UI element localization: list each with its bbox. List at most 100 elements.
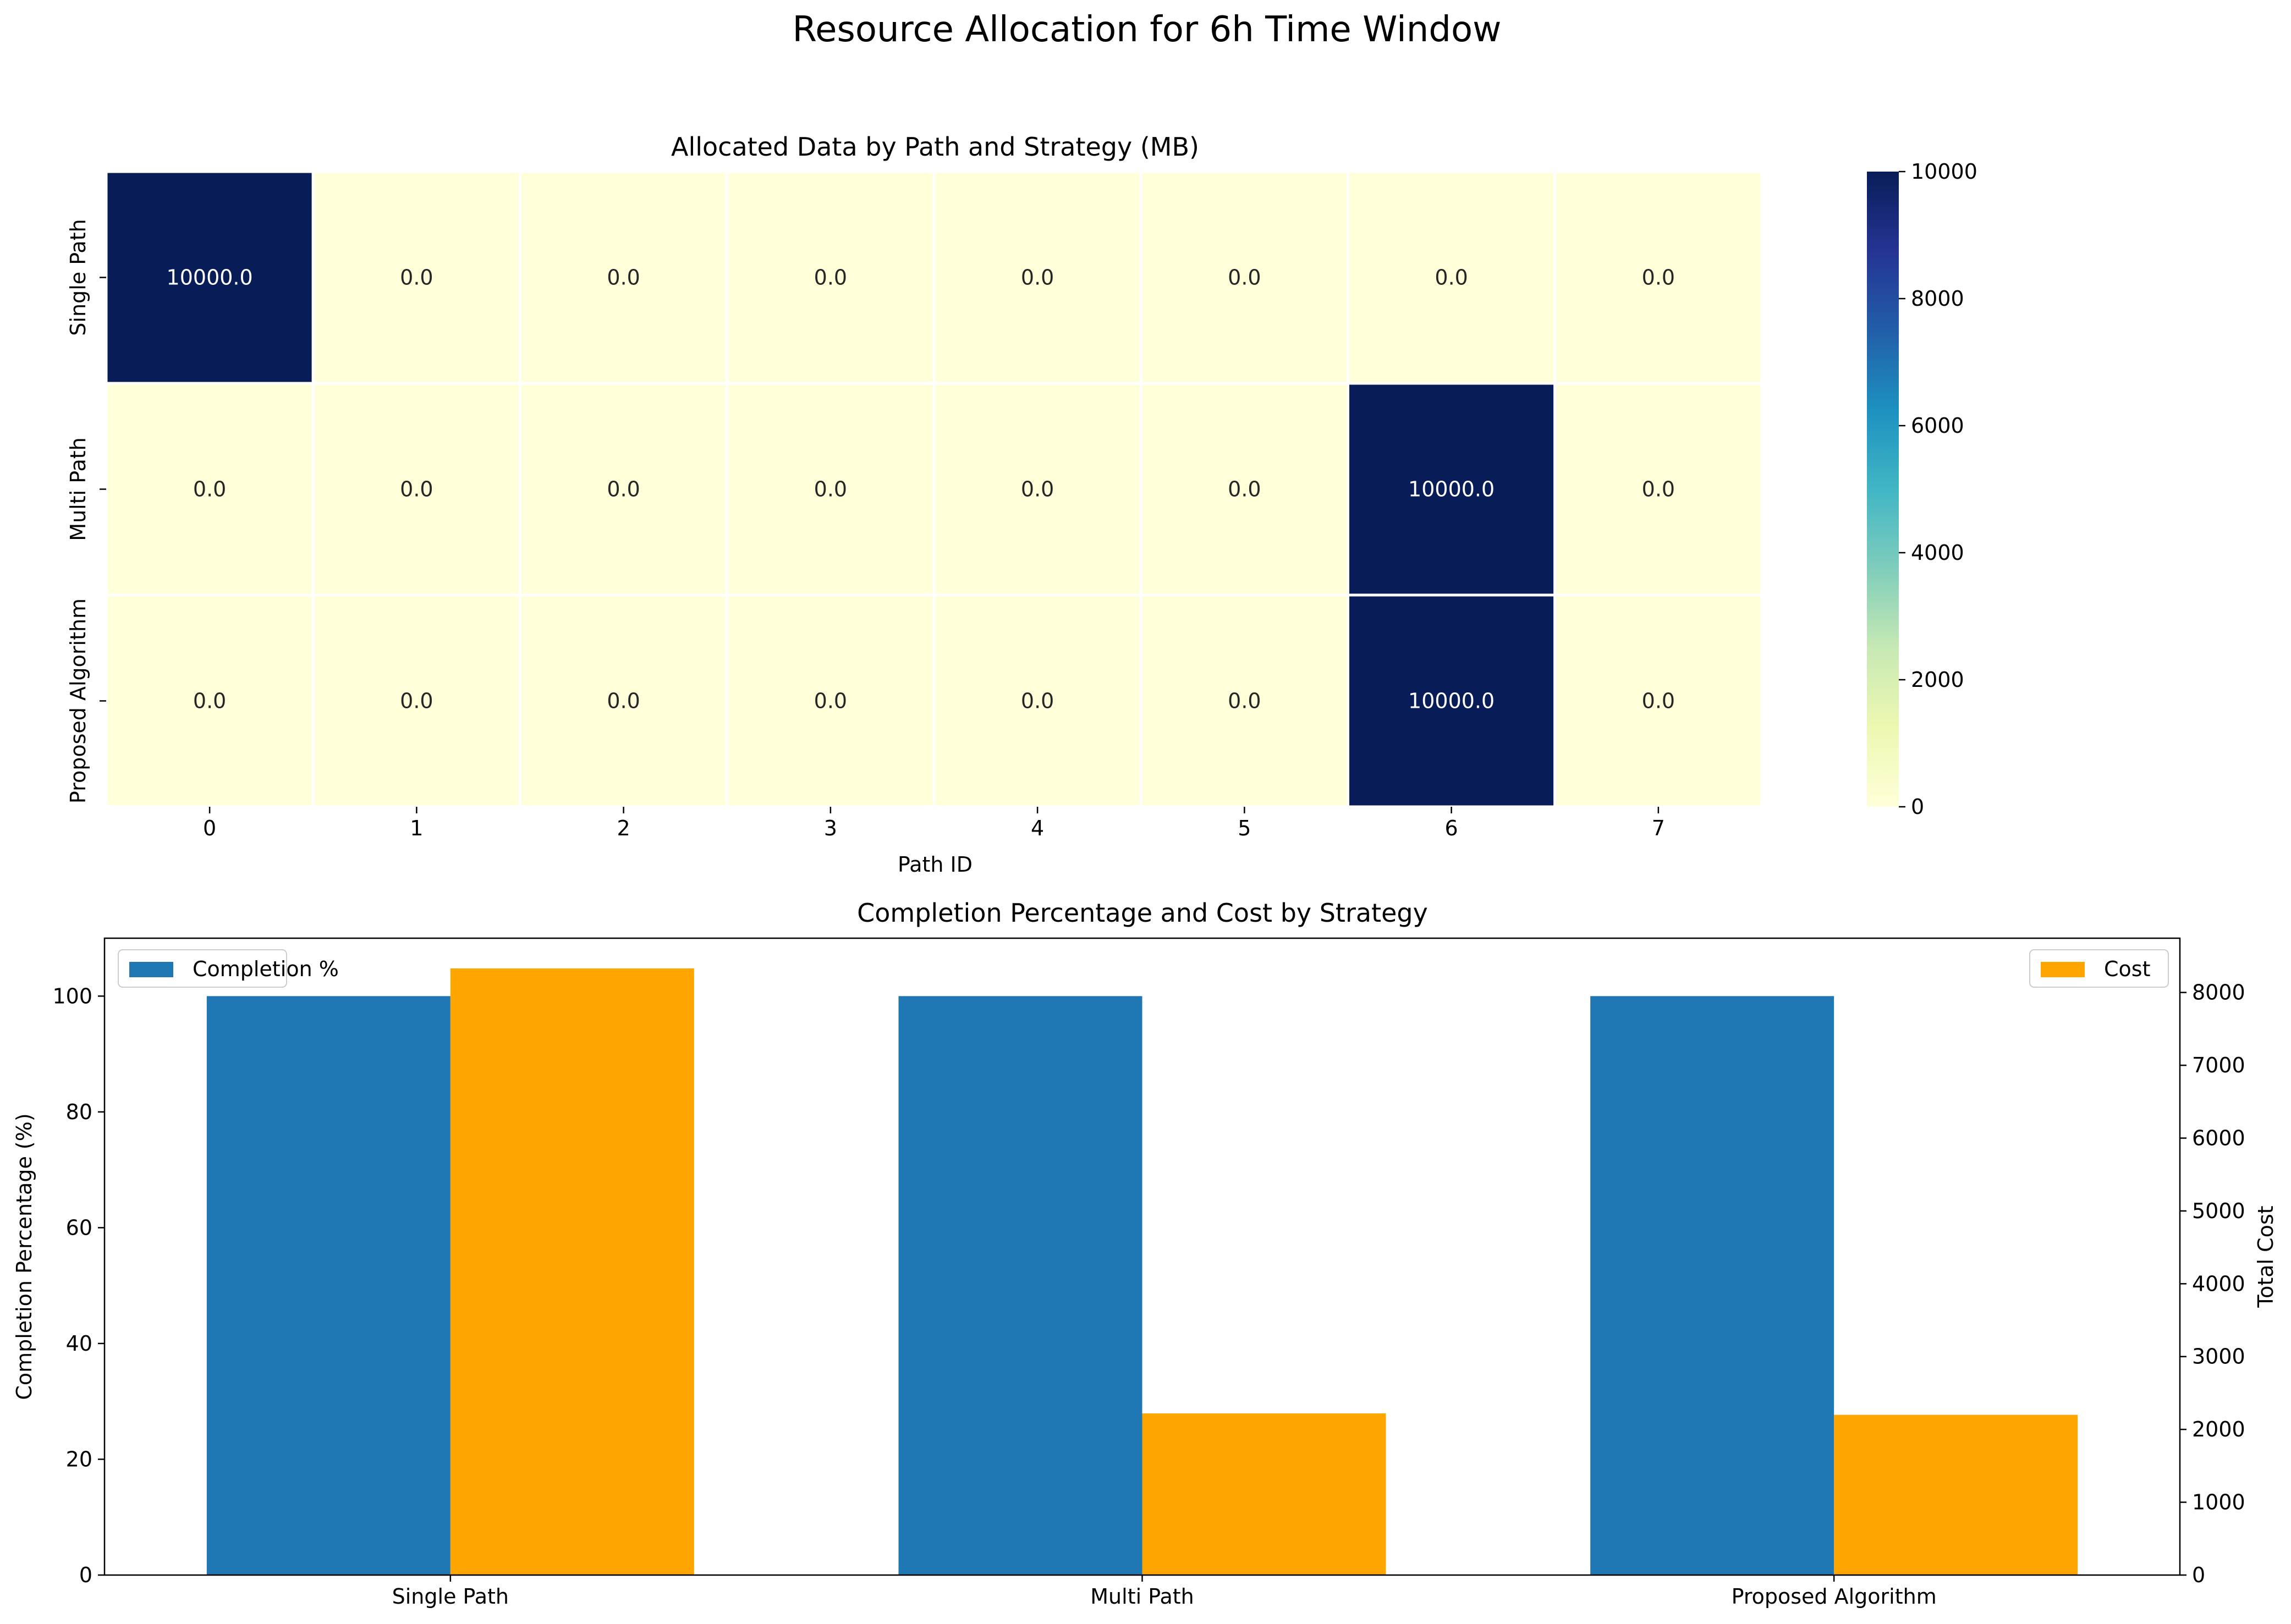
heatmap-annotation-r1-c4: 0.0 <box>1021 477 1054 502</box>
bar-right-y-tick-1000: 1000 <box>2192 1490 2245 1515</box>
bar-right-y-tick-8000: 8000 <box>2192 981 2245 1005</box>
colorbar-tick-10000: 10000 <box>1911 159 1977 184</box>
heatmap-y-ticks: Single Path Multi Path Proposed Algorithm <box>66 219 106 803</box>
heatmap-annotation-r2-c7: 0.0 <box>1642 689 1675 713</box>
bar-chart-title: Completion Percentage and Cost by Strate… <box>857 898 1428 928</box>
heatmap-annotation-r1-c6: 10000.0 <box>1408 477 1495 502</box>
heatmap-y-tick-single-path: Single Path <box>66 219 90 335</box>
bar-marks <box>206 968 2078 1575</box>
heatmap-annotation-r0-c4: 0.0 <box>1021 266 1054 290</box>
bar-x-ticks: Single Path Multi Path Proposed Algorithm <box>392 1575 1937 1609</box>
heatmap-annotation-r2-c2: 0.0 <box>607 689 640 713</box>
heatmap-annotations: 10000.0 0.0 0.0 0.0 0.0 0.0 0.0 0.0 0.0 0.0 0.0 0.0… <box>167 266 1675 713</box>
bar-left-y-tick-100: 100 <box>52 984 92 1008</box>
bar-right-y-tick-5000: 5000 <box>2192 1199 2245 1223</box>
heatmap-annotation-r0-c6: 0.0 <box>1435 266 1468 290</box>
heatmap-annotation-r2-c1: 0.0 <box>400 689 433 713</box>
heatmap-annotation-r2-c3: 0.0 <box>814 689 847 713</box>
heatmap-cell-r1-c7 <box>1553 382 1763 597</box>
legend-completion-frame <box>118 949 287 988</box>
heatmap-annotation-r1-c5: 0.0 <box>1228 477 1261 502</box>
heatmap-annotation-r0-c5: 0.0 <box>1228 266 1261 290</box>
heatmap-cell-r0-c3 <box>726 170 936 385</box>
legend-cost: Cost <box>2029 949 2169 988</box>
heatmap-y-tick-multi-path: Multi Path <box>66 437 90 541</box>
heatmap-x-axis-label: Path ID <box>898 852 973 877</box>
heatmap-annotation-r2-c6: 10000.0 <box>1408 689 1495 713</box>
colorbar <box>1867 172 1899 807</box>
heatmap-cell-r0-c7 <box>1553 170 1763 385</box>
colorbar-tick-4000: 4000 <box>1911 541 1964 565</box>
bar-right-y-tick-0: 0 <box>2192 1563 2205 1587</box>
bar-cost-proposed-algorithm <box>1834 1414 2078 1575</box>
bar-x-tick-single-path: Single Path <box>392 1584 509 1609</box>
legend-completion: Completion % <box>118 949 339 988</box>
heatmap-annotation-r1-c2: 0.0 <box>607 477 640 502</box>
heatmap-x-tick-6: 6 <box>1445 816 1458 840</box>
heatmap-cell-r2-c1 <box>311 593 521 808</box>
heatmap-annotation-r1-c7: 0.0 <box>1642 477 1675 502</box>
figure-title: Resource Allocation for 6h Time Window <box>793 9 1502 50</box>
heatmap-cell-r0-c1 <box>311 170 521 385</box>
colorbar-tick-6000: 6000 <box>1911 414 1964 438</box>
bar-right-y-axis-label: Total Cost <box>2254 1205 2278 1308</box>
heatmap-annotation-r2-c4: 0.0 <box>1021 689 1054 713</box>
heatmap-panel: Allocated Data by Path and Strategy (MB)… <box>66 132 1977 877</box>
bar-left-y-ticks: 0 20 40 60 80 100 <box>52 984 105 1587</box>
heatmap-cell-r0-c5 <box>1139 170 1349 385</box>
heatmap-x-tick-1: 1 <box>410 816 423 840</box>
bar-completion-proposed-algorithm <box>1590 996 1834 1575</box>
heatmap-annotation-r0-c2: 0.0 <box>607 266 640 290</box>
heatmap-cells <box>105 170 1763 808</box>
bar-right-y-tick-6000: 6000 <box>2192 1126 2245 1150</box>
heatmap-x-ticks: 0 1 2 3 4 5 6 7 <box>203 807 1665 840</box>
legend-cost-frame <box>2029 949 2169 988</box>
heatmap-annotation-r0-c3: 0.0 <box>814 266 847 290</box>
heatmap-cell-r2-c6 <box>1347 593 1557 808</box>
bar-panel: Completion Percentage and Cost by Strate… <box>12 898 2278 1609</box>
bar-cost-single-path <box>450 968 694 1575</box>
heatmap-annotation-r1-c1: 0.0 <box>400 477 433 502</box>
heatmap-annotation-r0-c0: 10000.0 <box>167 266 253 290</box>
heatmap-cell-r2-c2 <box>519 593 729 808</box>
heatmap-annotation-r1-c3: 0.0 <box>814 477 847 502</box>
bar-left-y-tick-0: 0 <box>79 1563 92 1587</box>
bar-left-y-tick-40: 40 <box>66 1331 92 1356</box>
colorbar-ticks: 0 2000 4000 6000 8000 10000 <box>1899 159 1977 819</box>
colorbar-tick-2000: 2000 <box>1911 668 1964 692</box>
bar-left-y-tick-20: 20 <box>66 1447 92 1471</box>
bar-cost-multi-path <box>1142 1413 1386 1575</box>
heatmap-cell-r1-c4 <box>932 382 1142 597</box>
heatmap-x-tick-3: 3 <box>824 816 837 840</box>
bar-completion-multi-path <box>898 996 1142 1575</box>
heatmap-cell-r2-c3 <box>726 593 936 808</box>
heatmap-x-tick-2: 2 <box>617 816 630 840</box>
bar-left-y-tick-80: 80 <box>66 1100 92 1124</box>
bar-right-y-tick-7000: 7000 <box>2192 1053 2245 1077</box>
heatmap-cell-r0-c2 <box>519 170 729 385</box>
bar-right-y-tick-3000: 3000 <box>2192 1345 2245 1369</box>
heatmap-annotation-r1-c0: 0.0 <box>193 477 226 502</box>
bar-left-y-tick-60: 60 <box>66 1215 92 1240</box>
legend-cost-swatch <box>2041 962 2085 977</box>
colorbar-tick-0: 0 <box>1911 795 1924 819</box>
heatmap-annotation-r2-c0: 0.0 <box>193 689 226 713</box>
bar-right-y-ticks: 0 1000 2000 3000 4000 5000 6000 7000 8000 <box>2180 981 2245 1587</box>
legend-completion-label: Completion % <box>193 957 339 981</box>
bar-completion-single-path <box>206 996 450 1575</box>
heatmap-cell-r0-c0 <box>105 170 315 385</box>
heatmap-cell-r1-c1 <box>311 382 521 597</box>
heatmap-y-tick-proposed-algorithm: Proposed Algorithm <box>66 598 90 803</box>
heatmap-title: Allocated Data by Path and Strategy (MB) <box>671 132 1199 162</box>
heatmap-cell-r1-c5 <box>1139 382 1349 597</box>
heatmap-x-tick-0: 0 <box>203 816 216 840</box>
bar-x-tick-multi-path: Multi Path <box>1090 1584 1194 1609</box>
bar-right-y-tick-2000: 2000 <box>2192 1417 2245 1441</box>
legend-cost-label: Cost <box>2104 957 2150 981</box>
heatmap-cell-r2-c7 <box>1553 593 1763 808</box>
legend-completion-swatch <box>129 962 173 977</box>
heatmap-cell-r2-c5 <box>1139 593 1349 808</box>
heatmap-x-tick-7: 7 <box>1652 816 1665 840</box>
heatmap-annotation-r2-c5: 0.0 <box>1228 689 1261 713</box>
